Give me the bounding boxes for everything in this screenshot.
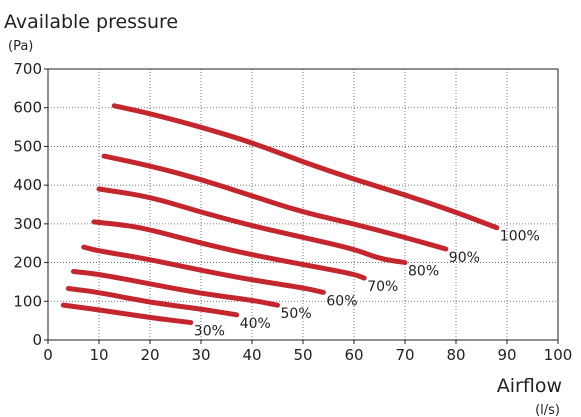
plot-area: 0 10 20 30 40 50 60 70 80 90 100 0 100 200 300 400 500 6…	[13, 60, 572, 364]
y-tick-label: 700	[13, 60, 42, 78]
y-tick-label: 200	[13, 254, 42, 272]
series-label-70pct: 70%	[367, 279, 398, 295]
series-line-100pct	[111, 103, 500, 231]
y-tick-label: 100	[13, 292, 42, 310]
series-group: 30% 40% 50% 60% 70% 80% 90% 100%	[60, 103, 540, 340]
series-line-50pct	[71, 268, 280, 308]
x-tick-label: 60	[344, 346, 363, 364]
x-axis-unit: (l/s)	[535, 403, 560, 417]
y-ticks: 0 100 200 300 400 500 600 700	[13, 60, 48, 349]
series-label-90pct: 90%	[449, 250, 480, 266]
x-ticks: 0 10 20 30 40 50 60 70 80 90 100	[43, 340, 572, 364]
series-label-40pct: 40%	[240, 316, 271, 332]
chart-title: Available pressure	[4, 11, 178, 33]
y-tick-label: 400	[13, 176, 42, 194]
x-axis-label: Airflow	[497, 375, 562, 397]
series-label-100pct: 100%	[500, 229, 540, 245]
x-tick-label: 0	[43, 346, 53, 364]
y-tick-label: 300	[13, 215, 42, 233]
series-label-80pct: 80%	[408, 264, 439, 280]
series-line-30pct	[60, 302, 194, 326]
x-tick-label: 10	[89, 346, 108, 364]
x-tick-label: 70	[395, 346, 414, 364]
x-tick-label: 50	[293, 346, 312, 364]
y-tick-label: 600	[13, 99, 42, 117]
series-line-90pct	[101, 153, 449, 252]
series-line-80pct	[96, 186, 408, 266]
y-tick-label: 0	[32, 331, 42, 349]
x-tick-label: 80	[446, 346, 465, 364]
series-line-40pct	[65, 286, 240, 318]
x-tick-label: 20	[140, 346, 159, 364]
x-tick-label: 100	[544, 346, 573, 364]
x-tick-label: 30	[191, 346, 210, 364]
series-label-60pct: 60%	[326, 293, 357, 309]
x-tick-label: 90	[497, 346, 516, 364]
series-line-70pct	[91, 219, 367, 281]
series-line-60pct	[81, 244, 326, 295]
y-tick-label: 500	[13, 137, 42, 155]
series-label-30pct: 30%	[194, 324, 225, 340]
x-tick-label: 40	[242, 346, 261, 364]
y-axis-unit: (Pa)	[8, 39, 33, 54]
series-label-50pct: 50%	[281, 306, 312, 322]
